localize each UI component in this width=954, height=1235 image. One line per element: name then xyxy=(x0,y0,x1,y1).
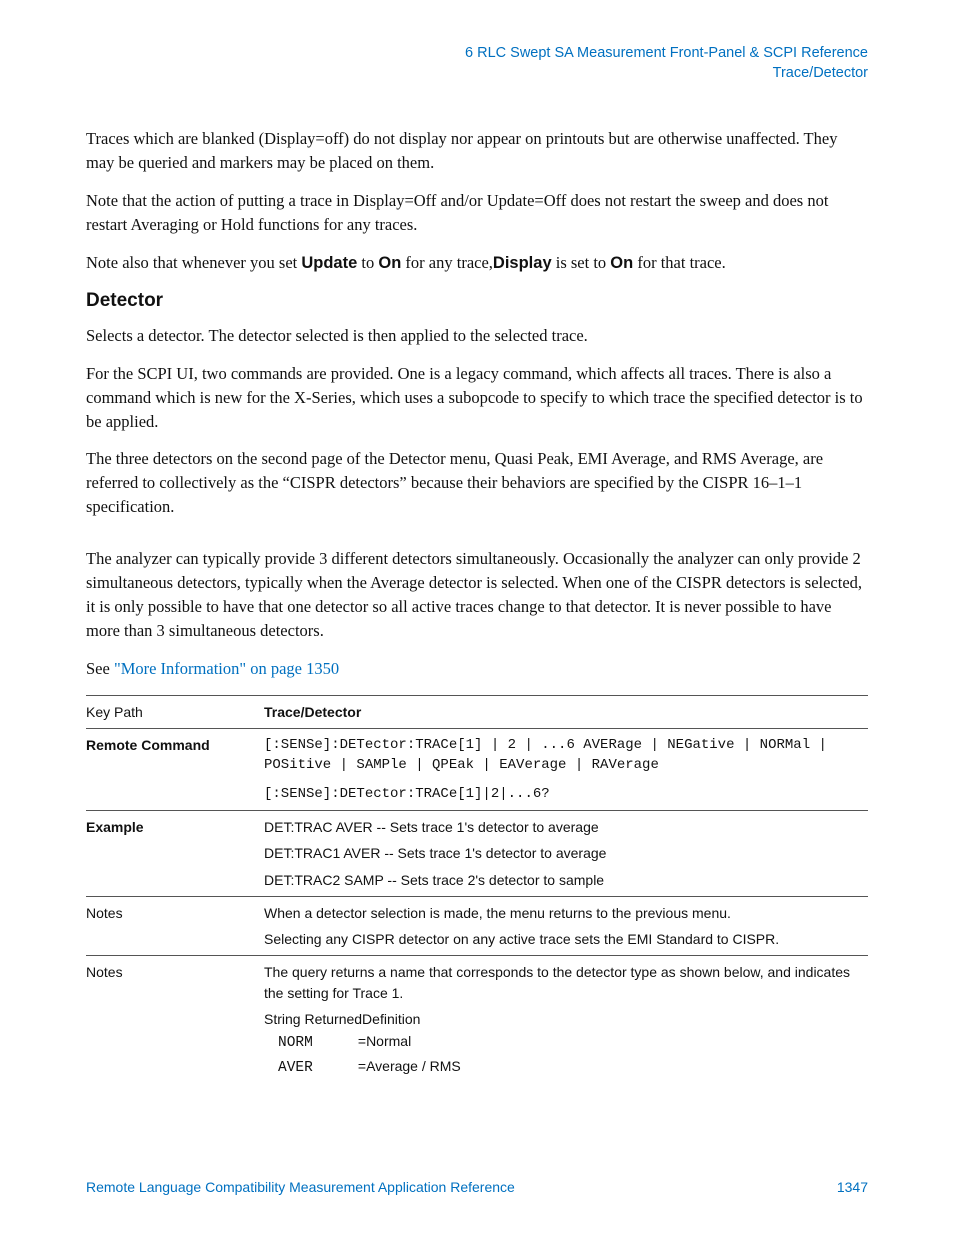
see-prefix: See xyxy=(86,659,114,678)
footer-page-number: 1347 xyxy=(837,1179,868,1195)
cell-key-path-value: Trace/Detector xyxy=(264,695,868,728)
link-more-information[interactable]: "More Information" on page 1350 xyxy=(114,659,339,678)
bold-update: Update xyxy=(301,254,357,272)
bold-display: Display xyxy=(493,254,552,272)
text-fragment: for any trace, xyxy=(401,253,493,272)
cell-remote-command-label: Remote Command xyxy=(86,729,264,811)
row-notes-1: Notes When a detector selection is made,… xyxy=(86,896,868,956)
cell-key-path-label: Key Path xyxy=(86,695,264,728)
footer-title: Remote Language Compatibility Measuremen… xyxy=(86,1179,515,1195)
example-line-2: DET:TRAC1 AVER -- Sets trace 1's detecto… xyxy=(264,843,862,863)
bold-on-2: On xyxy=(610,254,633,272)
header-line-2: Trace/Detector xyxy=(86,64,868,84)
remote-command-1: [:SENSe]:DETector:TRACe[1] | 2 | ...6 AV… xyxy=(264,735,862,776)
notes2-line-1: The query returns a name that correspond… xyxy=(264,962,862,1003)
row-notes-2: Notes The query returns a name that corr… xyxy=(86,956,868,1085)
row-remote-command: Remote Command [:SENSe]:DETector:TRACe[1… xyxy=(86,729,868,811)
heading-detector: Detector xyxy=(86,290,868,312)
para-blanked-traces: Traces which are blanked (Display=off) d… xyxy=(86,127,868,175)
cell-example-label: Example xyxy=(86,810,264,896)
example-line-1: DET:TRAC AVER -- Sets trace 1's detector… xyxy=(264,817,862,837)
cell-notes2-value: The query returns a name that correspond… xyxy=(264,956,868,1085)
cell-remote-command-value: [:SENSe]:DETector:TRACe[1] | 2 | ...6 AV… xyxy=(264,729,868,811)
row-key-path: Key Path Trace/Detector xyxy=(86,695,868,728)
para-scpi-ui: For the SCPI UI, two commands are provid… xyxy=(86,362,868,434)
code-aver: AVER xyxy=(264,1058,354,1079)
notes2-line-2: String ReturnedDefinition xyxy=(264,1009,862,1029)
code-norm: NORM xyxy=(264,1033,354,1054)
remote-command-2: [:SENSe]:DETector:TRACe[1]|2|...6? xyxy=(264,784,862,804)
cell-notes2-label: Notes xyxy=(86,956,264,1085)
text-fragment: for that trace. xyxy=(633,253,726,272)
page-footer: Remote Language Compatibility Measuremen… xyxy=(86,1179,868,1195)
text-fragment: Note also that whenever you set xyxy=(86,253,301,272)
para-simultaneous-detectors: The analyzer can typically provide 3 dif… xyxy=(86,547,868,643)
page: 6 RLC Swept SA Measurement Front-Panel &… xyxy=(0,0,954,1235)
text-fragment: to xyxy=(357,253,378,272)
page-header: 6 RLC Swept SA Measurement Front-Panel &… xyxy=(86,44,868,83)
notes1-line-2: Selecting any CISPR detector on any acti… xyxy=(264,929,862,949)
bold-on: On xyxy=(378,254,401,272)
def-average: =Average / RMS xyxy=(358,1058,461,1074)
para-update-on: Note also that whenever you set Update t… xyxy=(86,251,868,276)
example-line-3: DET:TRAC2 SAMP -- Sets trace 2's detecto… xyxy=(264,870,862,890)
reference-table: Key Path Trace/Detector Remote Command [… xyxy=(86,695,868,1086)
see-more-info: See "More Information" on page 1350 xyxy=(86,657,868,681)
notes1-line-1: When a detector selection is made, the m… xyxy=(264,903,862,923)
row-example: Example DET:TRAC AVER -- Sets trace 1's … xyxy=(86,810,868,896)
cell-example-value: DET:TRAC AVER -- Sets trace 1's detector… xyxy=(264,810,868,896)
cell-notes1-label: Notes xyxy=(86,896,264,956)
string-returned-row-1: NORM =Normal xyxy=(264,1031,862,1054)
string-returned-row-2: AVER =Average / RMS xyxy=(264,1056,862,1079)
para-selects-detector: Selects a detector. The detector selecte… xyxy=(86,324,868,348)
def-normal: =Normal xyxy=(358,1033,411,1049)
text-fragment: is set to xyxy=(552,253,611,272)
cell-notes1-value: When a detector selection is made, the m… xyxy=(264,896,868,956)
para-display-off: Note that the action of putting a trace … xyxy=(86,189,868,237)
para-cispr-detectors: The three detectors on the second page o… xyxy=(86,447,868,519)
header-line-1: 6 RLC Swept SA Measurement Front-Panel &… xyxy=(86,44,868,64)
